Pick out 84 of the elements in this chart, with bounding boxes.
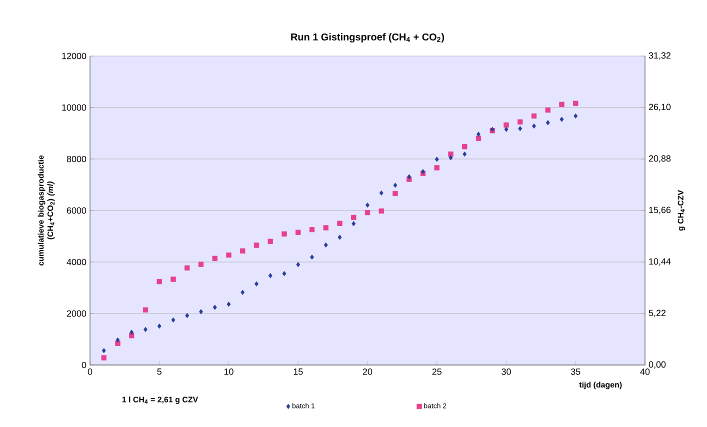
point [518, 126, 522, 132]
point [364, 210, 370, 216]
point [337, 220, 342, 226]
y-tick-label: 12000 [62, 52, 86, 60]
point [476, 132, 480, 137]
point [268, 238, 273, 244]
point [407, 174, 412, 180]
point [296, 262, 300, 268]
point [531, 113, 537, 119]
point [282, 270, 286, 276]
point [573, 100, 578, 106]
point [462, 144, 468, 150]
y-tick-label: 0 [82, 362, 86, 368]
point [296, 230, 301, 235]
point [393, 182, 398, 188]
point [476, 136, 482, 141]
point [518, 119, 523, 125]
x-tick-label: 25 [432, 368, 442, 375]
point [379, 190, 384, 196]
point [198, 262, 204, 267]
point [142, 307, 148, 312]
point [546, 120, 550, 126]
point [199, 309, 203, 314]
y-tick-label: 10000 [62, 104, 86, 111]
point [130, 330, 134, 335]
point [212, 256, 218, 261]
point [116, 337, 120, 343]
point [559, 102, 564, 107]
point [102, 348, 106, 354]
point [323, 225, 328, 230]
y2-tick-label: 0,00 [648, 361, 666, 369]
point [545, 107, 550, 113]
y-tick-label: 4000 [66, 258, 86, 266]
point [338, 234, 342, 240]
point [351, 214, 356, 220]
y2-tick-label: 5,22 [648, 310, 666, 318]
y-tick-label: 8000 [66, 156, 86, 162]
x-tick-label: 0 [88, 368, 92, 375]
point [184, 265, 190, 271]
point [378, 208, 384, 214]
y-tick-label: 6000 [66, 207, 86, 214]
point [156, 278, 162, 284]
y2-tick-label: 26,10 [648, 104, 671, 112]
point [324, 242, 328, 248]
point [171, 317, 176, 323]
point [574, 113, 578, 119]
x-tick-label: 40 [640, 368, 650, 375]
x-tick-label: 35 [570, 368, 580, 375]
chart-title: Run 1 Gistingsproef (CH$_{4}$ + CO$_{2}$) [291, 33, 444, 43]
point [310, 254, 314, 260]
y2-tick-label: 15,66 [649, 206, 671, 214]
point [226, 252, 232, 258]
point [268, 273, 272, 278]
point [366, 202, 370, 208]
point [462, 152, 467, 157]
point [240, 248, 246, 254]
point [392, 190, 398, 196]
point [504, 122, 509, 128]
point [226, 302, 231, 307]
point [560, 116, 564, 122]
point [254, 242, 260, 248]
point [240, 290, 245, 295]
y2-tick-label: 20,88 [648, 155, 671, 163]
x-tick-label: 30 [502, 368, 511, 375]
x-tick-label: 20 [362, 368, 372, 375]
point [434, 165, 440, 170]
y-tick-label: 2000 [66, 310, 86, 317]
x-tick-label: 15 [294, 368, 303, 375]
y2-tick-label: 31,32 [648, 52, 671, 60]
point [170, 276, 176, 282]
point [434, 156, 439, 162]
x-tick-label: 10 [224, 368, 234, 375]
point [157, 324, 162, 329]
point [212, 304, 217, 310]
point [448, 155, 453, 160]
point [101, 355, 106, 360]
x-tick-label: 5 [157, 368, 162, 375]
point [185, 312, 190, 318]
point [282, 231, 287, 237]
point [309, 226, 315, 232]
y2-tick-label: 10,44 [649, 258, 671, 266]
point [254, 281, 258, 286]
point [352, 221, 356, 226]
point [504, 126, 508, 132]
